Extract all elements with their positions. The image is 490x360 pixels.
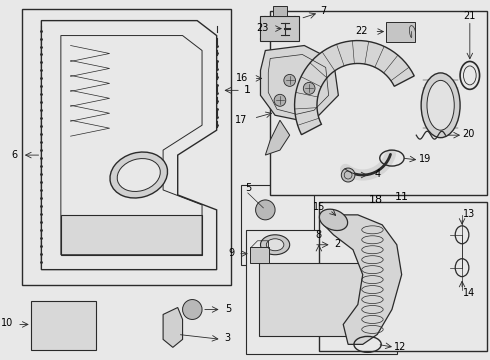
Text: 1: 1 bbox=[245, 85, 251, 95]
Text: 18: 18 bbox=[369, 195, 383, 205]
Text: 15: 15 bbox=[313, 202, 326, 212]
Ellipse shape bbox=[261, 235, 290, 255]
Text: 23: 23 bbox=[256, 23, 268, 33]
Text: 7: 7 bbox=[320, 6, 327, 15]
Text: 20: 20 bbox=[463, 129, 475, 139]
Ellipse shape bbox=[110, 152, 168, 198]
Text: 13: 13 bbox=[463, 209, 475, 219]
Ellipse shape bbox=[427, 80, 454, 130]
Text: 9: 9 bbox=[228, 248, 234, 258]
Text: 8: 8 bbox=[316, 230, 322, 240]
Circle shape bbox=[303, 82, 315, 94]
Text: 5: 5 bbox=[225, 303, 231, 314]
Bar bbox=[273, 6, 287, 15]
Text: 11: 11 bbox=[394, 192, 409, 202]
Bar bbox=[270, 11, 488, 195]
Polygon shape bbox=[266, 120, 290, 155]
Text: 17: 17 bbox=[235, 115, 248, 125]
Text: 10: 10 bbox=[1, 319, 13, 328]
Text: 22: 22 bbox=[355, 26, 368, 36]
Polygon shape bbox=[61, 215, 202, 255]
Polygon shape bbox=[261, 45, 339, 120]
Polygon shape bbox=[294, 41, 414, 135]
Text: 4: 4 bbox=[374, 169, 380, 179]
Ellipse shape bbox=[421, 73, 460, 138]
Text: 3: 3 bbox=[224, 333, 230, 343]
Bar bbox=[246, 230, 397, 354]
Text: 12: 12 bbox=[393, 342, 406, 352]
Text: 6: 6 bbox=[11, 150, 17, 160]
Bar bbox=[319, 202, 488, 351]
Text: 19: 19 bbox=[419, 154, 431, 164]
Ellipse shape bbox=[117, 158, 160, 192]
Text: 14: 14 bbox=[463, 288, 475, 298]
Circle shape bbox=[342, 168, 355, 182]
Text: 2: 2 bbox=[334, 239, 341, 249]
Circle shape bbox=[256, 200, 275, 220]
Bar bbox=[241, 185, 314, 265]
Polygon shape bbox=[41, 21, 217, 270]
Text: 21: 21 bbox=[464, 11, 476, 21]
FancyBboxPatch shape bbox=[259, 263, 369, 336]
Text: 5: 5 bbox=[245, 183, 251, 193]
FancyBboxPatch shape bbox=[386, 22, 416, 41]
Text: 16: 16 bbox=[236, 73, 248, 84]
Bar bbox=[261, 15, 299, 41]
Ellipse shape bbox=[319, 209, 347, 230]
Polygon shape bbox=[324, 215, 402, 345]
FancyBboxPatch shape bbox=[250, 247, 269, 263]
Ellipse shape bbox=[267, 239, 284, 251]
Circle shape bbox=[274, 94, 286, 106]
Circle shape bbox=[284, 75, 295, 86]
Polygon shape bbox=[163, 307, 183, 347]
FancyBboxPatch shape bbox=[31, 301, 96, 350]
Bar bbox=[22, 9, 231, 285]
Circle shape bbox=[183, 300, 202, 319]
